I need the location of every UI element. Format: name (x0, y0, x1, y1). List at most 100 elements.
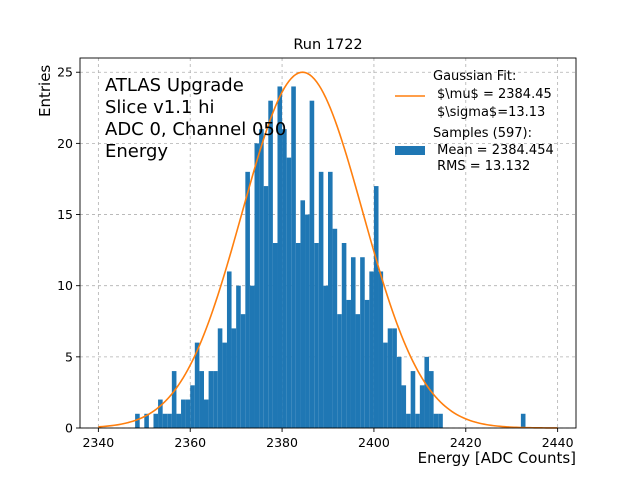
x-tick-label: 2340 (82, 435, 114, 450)
x-tick-label: 2440 (542, 435, 574, 450)
histogram-bar (236, 285, 241, 428)
histogram-bar (181, 399, 186, 428)
histogram-bar (135, 413, 140, 428)
fit-layer (98, 71, 558, 429)
histogram-bar (323, 285, 328, 428)
histogram-bar (190, 385, 195, 428)
histogram-bar (424, 356, 430, 428)
histogram-bar (167, 413, 172, 428)
y-tick-label: 25 (57, 65, 73, 80)
histogram-bar (245, 171, 250, 428)
histogram-bar (314, 243, 319, 428)
histogram-bar (300, 200, 306, 428)
annotation-line: Slice v1.1 hi (105, 97, 215, 118)
legend-samples-mean: Mean = 2384.454 (433, 143, 554, 158)
histogram-bar (153, 413, 159, 428)
y-axis-label: Entries (36, 65, 54, 117)
histogram-bar (346, 299, 351, 428)
histogram-bar (259, 129, 264, 428)
histogram-bar (194, 342, 200, 428)
histogram-bar (369, 271, 374, 428)
histogram-bar (520, 413, 526, 428)
legend: Gaussian Fit: $\mu$ = 2384.45 $\sigma$=1… (395, 69, 554, 174)
chart-title: Run 1722 (293, 37, 362, 53)
histogram-bar (272, 243, 278, 428)
histogram-bar (406, 413, 411, 428)
axes-layer: 2340 2360 2380 2400 2420 2440 0 5 10 15 20 25 (57, 57, 577, 450)
histogram-bar (350, 257, 356, 428)
annotation-line: ADC 0, Channel 050 (105, 119, 286, 140)
y-tick-label: 20 (57, 136, 73, 151)
histogram-bar (419, 385, 425, 428)
legend-fit-label: Gaussian Fit: (433, 69, 516, 84)
histogram-bar (171, 371, 177, 428)
annotation-text: ATLAS Upgrade Slice v1.1 hi ADC 0, Chann… (105, 75, 286, 162)
histogram-bars (135, 86, 526, 428)
histogram-bar (263, 186, 269, 428)
x-axis-label: Energy [ADC Counts] (418, 449, 576, 467)
histogram-bar (162, 413, 168, 428)
legend-samples-swatch (395, 146, 425, 155)
histogram-bar (337, 314, 342, 428)
histogram-bar (373, 186, 379, 428)
histogram-bar (240, 314, 246, 428)
histogram-bar (392, 328, 397, 428)
legend-samples-label: Samples (597): (433, 126, 532, 141)
histogram-bar (360, 257, 365, 428)
histogram-bar (144, 413, 149, 428)
x-tick-label: 2400 (358, 435, 390, 450)
histogram-bar (249, 285, 255, 428)
histogram-bar (217, 328, 223, 428)
histogram-bar (415, 413, 420, 428)
y-tick-label: 0 (65, 421, 73, 436)
histogram-bar (396, 356, 402, 428)
histogram-bar (383, 342, 388, 428)
histogram-bar (332, 228, 338, 428)
histogram-bar (438, 413, 443, 428)
histogram-bar (277, 86, 283, 428)
axes-frame (79, 57, 577, 429)
histogram-bar (268, 100, 273, 428)
histogram-bar (429, 371, 434, 428)
histogram-bar (291, 86, 296, 428)
histogram-bar (176, 413, 182, 428)
histogram-bar (387, 328, 393, 428)
annotation-line: Energy (105, 141, 168, 162)
histogram-bar (355, 314, 361, 428)
gaussian-fit-line (98, 71, 558, 429)
histogram-bar (213, 371, 218, 428)
x-tick-label: 2420 (450, 435, 482, 450)
histogram-bar (204, 399, 209, 428)
y-tick-label: 10 (57, 278, 73, 293)
legend-samples-rms: RMS = 13.132 (433, 159, 530, 174)
histogram-bar (222, 342, 227, 428)
histogram-bar (410, 371, 416, 428)
histogram-bar (318, 171, 324, 428)
histogram-bar (286, 157, 292, 428)
x-tick-label: 2380 (266, 435, 298, 450)
histogram-bar (364, 299, 370, 428)
histogram-bar (231, 328, 237, 428)
histogram-bar (305, 214, 310, 428)
histogram-bar (199, 371, 204, 428)
annotation-line: ATLAS Upgrade (105, 75, 244, 96)
histogram-bar (309, 100, 315, 428)
histogram-bar (295, 243, 301, 428)
histogram-bar (328, 171, 333, 428)
histogram-bar (433, 413, 439, 428)
legend-fit-mu: $\mu$ = 2384.45 (437, 87, 552, 102)
histogram-bar (158, 399, 163, 428)
histogram-bar (378, 271, 384, 428)
histogram-bar (282, 129, 287, 428)
histogram-bar (226, 271, 232, 428)
x-tick-label: 2360 (174, 435, 206, 450)
y-tick-label: 15 (57, 207, 73, 222)
y-tick-label: 5 (65, 349, 73, 364)
histogram-bar (254, 143, 260, 428)
histogram-bar (185, 399, 191, 428)
histogram-bar (341, 243, 347, 428)
histogram-bar (208, 371, 214, 428)
legend-fit-sigma: $\sigma$=13.13 (437, 105, 545, 120)
histogram-bar (401, 385, 407, 428)
